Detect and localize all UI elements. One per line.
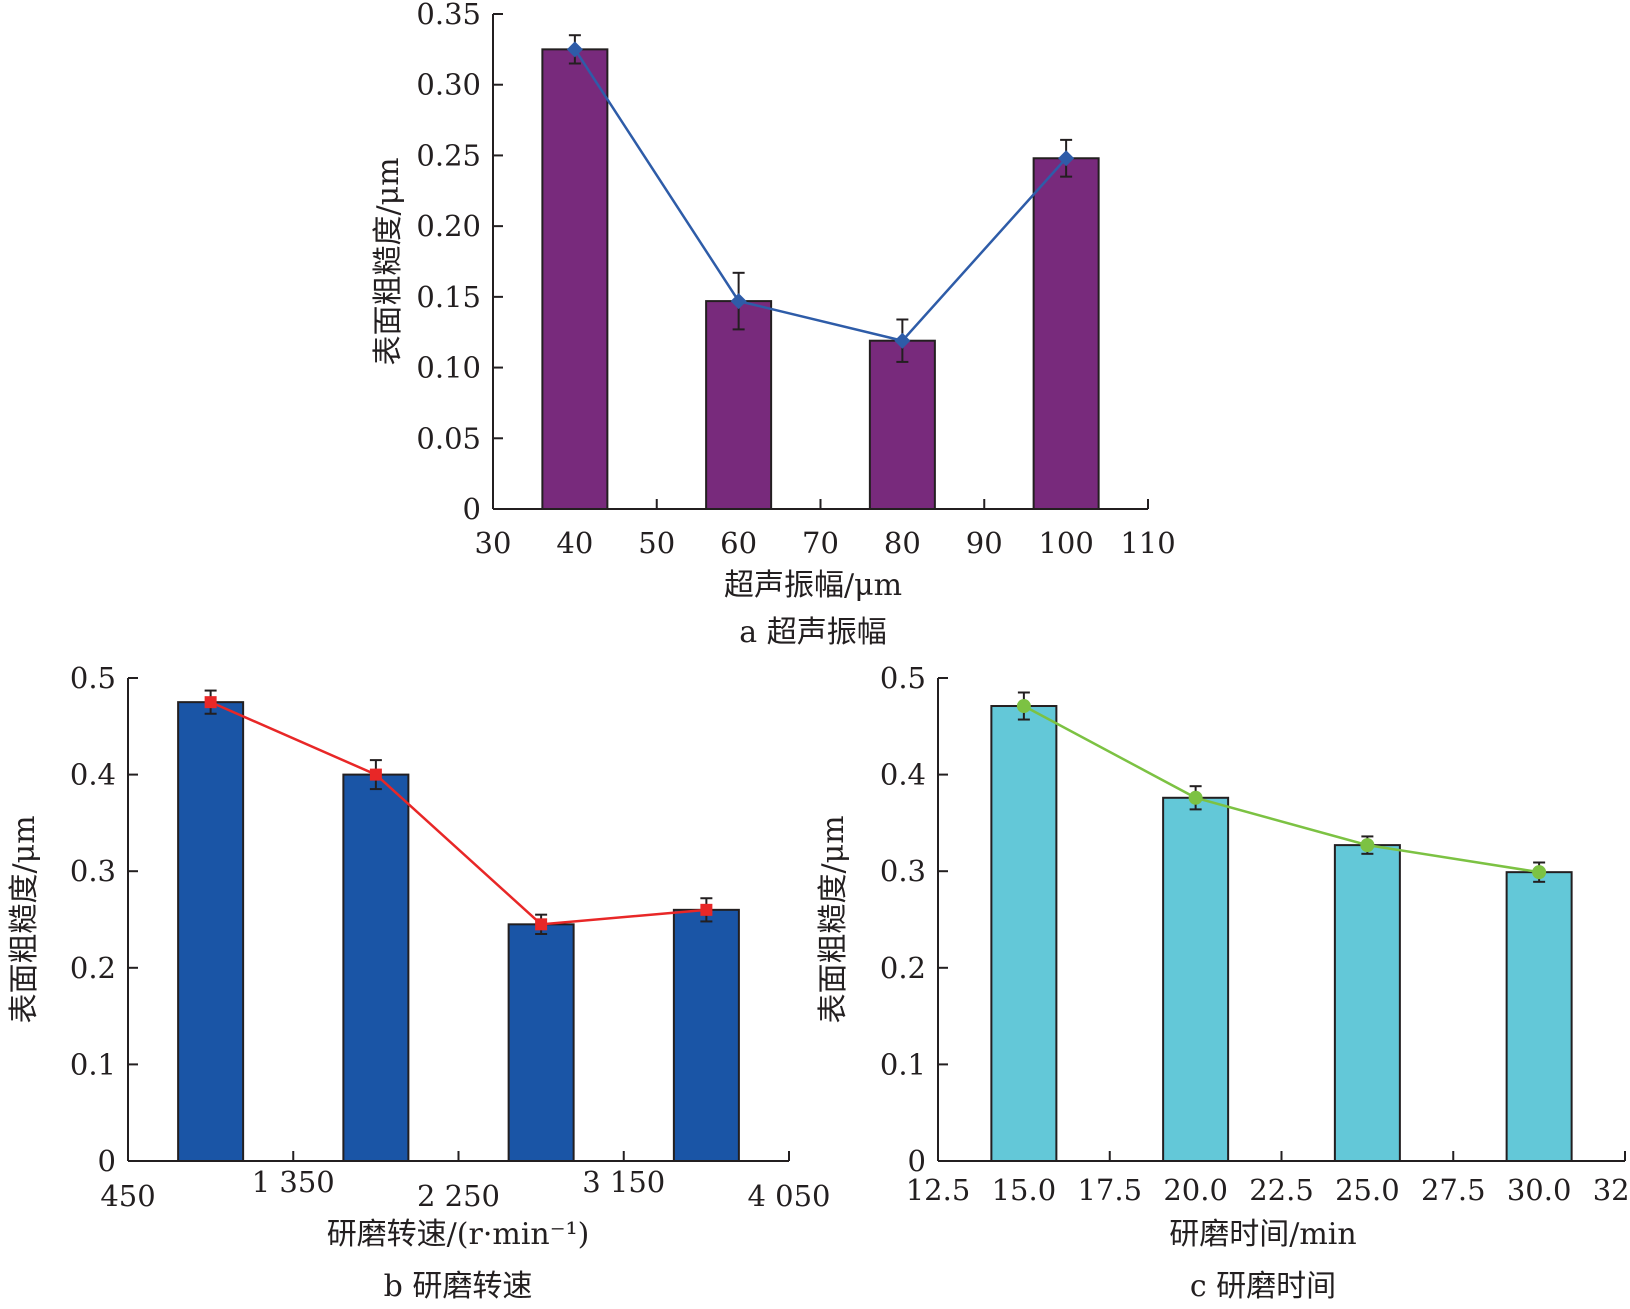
data-point (700, 903, 713, 916)
data-point (369, 768, 382, 781)
y-axis-label: 表面粗糙度/μm (371, 157, 406, 365)
x-tick-label: 30 (475, 526, 512, 560)
data-point (730, 293, 747, 310)
data-point (1016, 699, 1031, 714)
data-point (204, 696, 217, 709)
x-tick-label: 90 (966, 526, 1003, 560)
x-axis-label: 研磨时间/min (1169, 1217, 1356, 1252)
x-tick-label: 1 350 (252, 1165, 335, 1199)
x-tick-label: 450 (100, 1179, 155, 1213)
bar (342, 773, 410, 1162)
y-axis-label: 表面粗糙度/μm (7, 815, 42, 1023)
y-tick-label: 0.2 (880, 951, 926, 985)
chart-b: 0 0.1 0.2 0.3 0.4 0.5 450 1 350 2 250 3 150 4 050 表… (7, 661, 831, 1304)
bar (990, 705, 1058, 1162)
x-tick-label: 27.5 (1421, 1173, 1486, 1207)
panel-caption: a 超声振幅 (739, 615, 886, 650)
data-point (566, 41, 583, 58)
bar (705, 300, 773, 510)
y-tick-label: 0.05 (416, 421, 481, 455)
series-line (573, 48, 1068, 343)
x-tick-label: 110 (1120, 526, 1175, 560)
data-point (535, 918, 548, 931)
x-tick-label: 40 (556, 526, 593, 560)
x-tick-label: 80 (884, 526, 921, 560)
bar (1162, 796, 1230, 1162)
data-point (1188, 790, 1203, 805)
x-tick-label: 4 050 (747, 1179, 830, 1213)
x-tick-label: 12.5 (906, 1173, 971, 1207)
bar (177, 701, 245, 1163)
x-axis-label: 研磨转速/(r·min⁻¹) (327, 1217, 590, 1252)
y-tick-label: 0.3 (70, 854, 116, 888)
x-tick-label: 25.0 (1335, 1173, 1400, 1207)
y-tick-label: 0.25 (416, 138, 481, 172)
y-tick-label: 0 (463, 492, 481, 526)
y-tick-label: 0.1 (70, 1047, 116, 1081)
y-tick-label: 0.20 (416, 209, 481, 243)
series-line (210, 701, 707, 926)
y-tick-label: 0.10 (416, 351, 481, 385)
bar (1505, 871, 1573, 1163)
y-axis-label: 表面粗糙度/μm (816, 815, 851, 1023)
x-tick-label: 22.5 (1249, 1173, 1314, 1207)
panel-caption: b 研磨转速 (384, 1269, 533, 1304)
panel-caption: c 研磨时间 (1190, 1269, 1336, 1304)
x-tick-label: 70 (802, 526, 839, 560)
y-tick-label: 0.4 (880, 758, 926, 792)
y-tick-label: 0.5 (880, 661, 926, 695)
x-tick-label: 60 (720, 526, 757, 560)
bar (868, 339, 936, 511)
y-tick-label: 0.15 (416, 280, 481, 314)
bar (1032, 157, 1100, 510)
data-point (1058, 150, 1075, 167)
data-point (1360, 838, 1375, 853)
bar (672, 908, 740, 1163)
x-tick-label: 15.0 (992, 1173, 1057, 1207)
chart-a: 0 0.05 0.10 0.15 0.20 0.25 0.30 0.35 30 40 50 60 70 8… (371, 0, 1176, 650)
series-line (1023, 704, 1540, 874)
x-tick-label: 3 150 (582, 1165, 665, 1199)
data-point (1532, 865, 1547, 880)
chart-c: 0 0.1 0.2 0.3 0.4 0.5 12.5 15.0 17.5 20.0 22.5 25.0… (816, 661, 1630, 1304)
y-tick-label: 0.5 (70, 661, 116, 695)
y-tick-label: 0 (98, 1144, 116, 1178)
x-tick-label: 32.5 (1593, 1173, 1630, 1207)
x-tick-label: 100 (1038, 526, 1093, 560)
x-axis-label: 超声振幅/μm (724, 568, 902, 603)
x-tick-label: 17.5 (1077, 1173, 1142, 1207)
y-tick-label: 0.30 (416, 68, 481, 102)
y-tick-label: 0.3 (880, 854, 926, 888)
y-tick-label: 0.35 (416, 0, 481, 31)
bar (1333, 844, 1401, 1162)
x-tick-label: 30.0 (1507, 1173, 1572, 1207)
x-tick-label: 20.0 (1163, 1173, 1228, 1207)
y-tick-label: 0.4 (70, 758, 116, 792)
y-tick-label: 0.2 (70, 951, 116, 985)
x-tick-label: 2 250 (417, 1179, 500, 1213)
y-tick-label: 0.1 (880, 1047, 926, 1081)
data-point (894, 332, 911, 349)
bar (541, 48, 609, 510)
y-tick-label: 0 (908, 1144, 926, 1178)
x-tick-label: 50 (638, 526, 675, 560)
bar (507, 923, 575, 1163)
